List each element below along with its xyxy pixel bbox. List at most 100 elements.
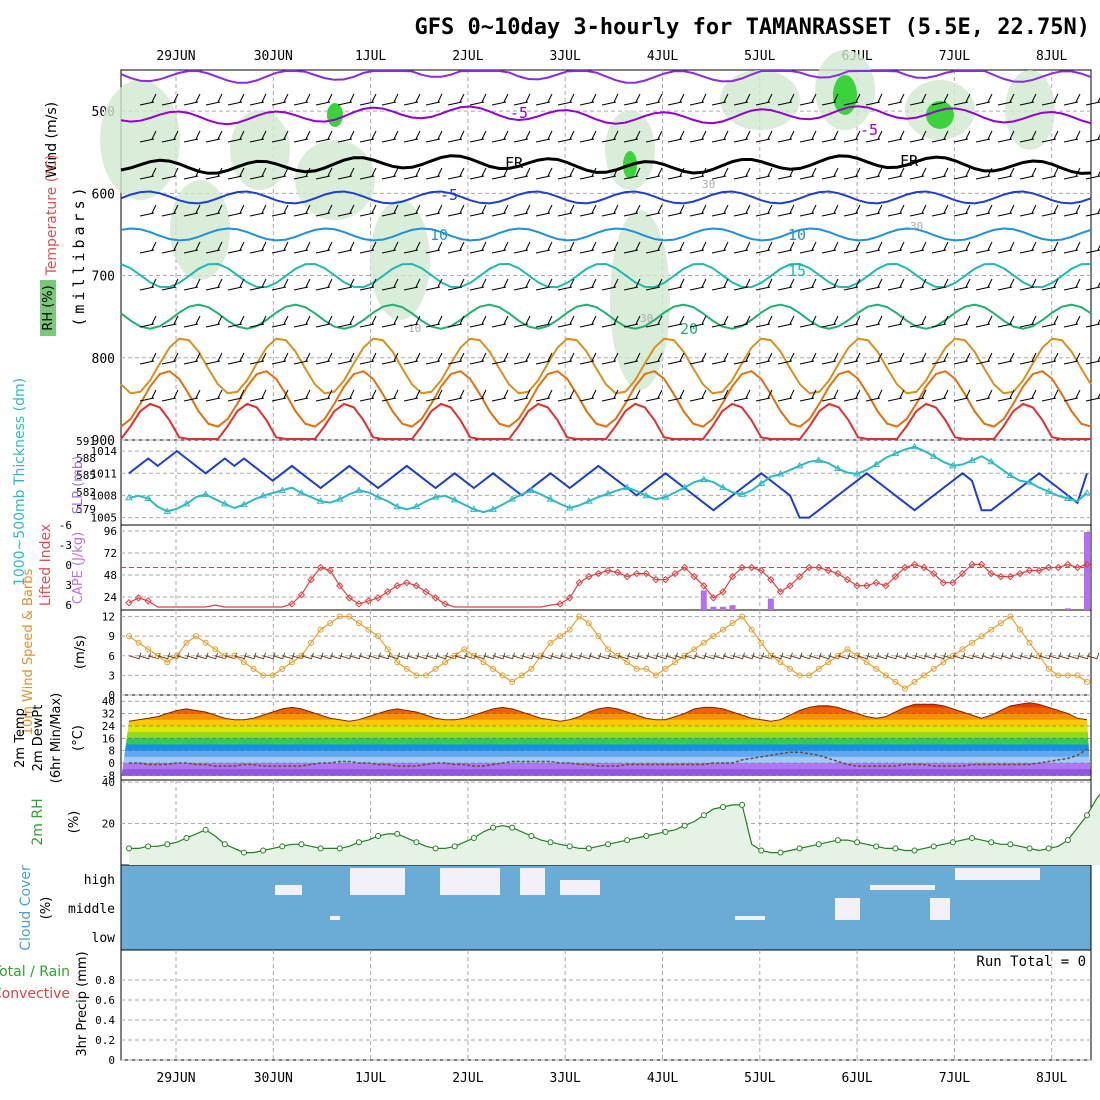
wind-barb [755,241,773,254]
wind10-barb [282,652,295,660]
wind10-barb [1029,652,1042,660]
wind-barb [139,204,157,217]
wind-barb [799,315,817,328]
wind-barb [843,93,861,106]
wind-barb [579,389,597,402]
li-point [853,582,861,590]
precip-tick: 0.2 [95,1034,115,1047]
li-point [383,588,392,596]
wind10-point [662,665,669,672]
wind-barb [865,130,883,143]
wind-barb [315,93,333,106]
wind-barb [491,315,509,328]
rh2-point [547,839,554,846]
wind-barb [491,93,509,106]
wind-barb [205,352,223,365]
wind-barb [843,389,861,402]
wind10-barb [167,652,180,660]
wind-barb [249,278,267,291]
isotherm-9 [120,402,1091,440]
wind-barb [865,315,883,328]
wind-barb [293,315,311,328]
temp-band [121,756,1091,764]
wind10-barb [569,652,583,660]
wind-barb [755,278,773,291]
top-day-label: 29JUN [156,49,195,64]
li-point [930,569,938,578]
top-day-label: 4JUL [647,49,678,64]
rh2-point [834,837,841,844]
wind-barb [557,167,575,180]
wind-barb [1085,244,1100,254]
li-point [958,569,967,578]
wind-barb [931,93,949,106]
wind-barb [1019,315,1037,328]
thickness-point [297,489,306,496]
wind10-barb [780,652,793,660]
wind-barb [667,315,685,328]
wind10-point [921,672,928,679]
wind10-barb [617,652,631,660]
li-point [633,569,641,578]
wind-barb [975,241,993,254]
wind10-barb [904,652,918,660]
wind-barb [799,278,817,291]
wind-barb [667,167,685,180]
thickness-point [374,493,382,500]
wind-barb [1041,241,1059,254]
wind10-barb [770,652,784,660]
mb-tick: 900 [92,434,115,449]
wind-barb [777,204,795,217]
li-point [738,563,746,572]
wind-barb [667,389,685,402]
wind-barb [953,167,971,180]
thickness-point [604,489,612,497]
isotherm-label: 30 [910,220,923,233]
wind-barb [975,93,993,106]
wind-barb [799,93,817,106]
wind-barb [557,130,575,143]
wind10-point [614,652,621,659]
wind-barb [469,204,487,217]
wind-barb [183,130,201,143]
wind-barb [557,204,575,217]
wind-barb [711,241,729,254]
rh2-point [585,845,592,852]
wind-barb [161,93,179,106]
wind-barb [469,315,487,328]
wind10-barb [847,652,860,660]
li-point [326,566,334,575]
thickness-point [910,442,919,450]
wind-barb [337,93,355,106]
wind-barb [931,130,949,143]
wind10-point [384,646,391,653]
wind-barb [535,204,553,217]
li-point [997,572,1005,581]
wind-barb [1085,207,1100,217]
wind10-point [585,620,592,627]
thickness-point [163,507,172,514]
wind-barb [733,130,751,143]
wind-barb [623,130,641,143]
li-point [862,582,871,590]
wind10-point [911,678,918,685]
wind-barb [425,278,443,291]
wind-barb [1041,130,1059,143]
wind-barb [205,315,223,328]
wind10-barb [809,652,822,660]
wind-barb [645,241,663,254]
wind-barb [337,241,355,254]
wind10-barb [751,652,765,660]
dew2-label: 2m DewPt [31,705,46,772]
wind10-point [250,665,257,672]
wind-barb [1085,170,1100,180]
wind10-point [930,665,937,672]
wind-barb [447,93,465,106]
li-point [307,575,315,584]
wind10-barb [291,652,305,660]
wind10-point [145,646,152,653]
li-point [336,582,344,590]
thickness-point [738,490,747,497]
li-point [805,563,813,572]
wind-barb [645,315,663,328]
